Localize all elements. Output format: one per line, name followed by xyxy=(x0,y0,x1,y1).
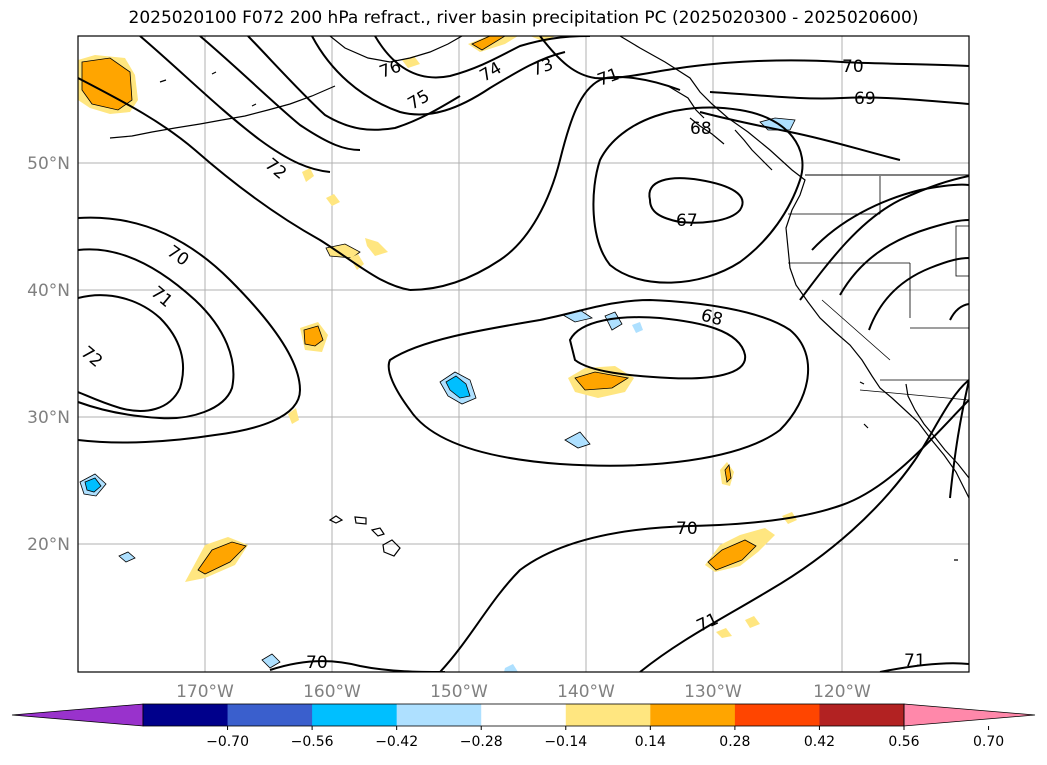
lon-label: 140°W xyxy=(557,682,615,702)
colorbar-border xyxy=(142,703,905,727)
colorbar-tick-label: −0.28 xyxy=(460,734,503,750)
colorbar-tick-label: 0.28 xyxy=(719,734,750,750)
colorbar-segment xyxy=(819,704,905,726)
lon-label: 160°W xyxy=(303,682,361,702)
colorbar-segment xyxy=(227,704,313,726)
lat-label: 50°N xyxy=(27,154,70,174)
colorbar-segment xyxy=(481,704,567,726)
colorbar-extend-low xyxy=(11,703,144,727)
contour-label: 67 xyxy=(676,211,698,231)
colorbar-tick-label: −0.42 xyxy=(375,734,418,750)
colorbar-segment xyxy=(565,704,651,726)
colorbar-tick-label: 0.14 xyxy=(635,734,666,750)
lon-label: 130°W xyxy=(684,682,742,702)
contour-label: 70 xyxy=(842,57,864,77)
colorbar-segment xyxy=(734,704,820,726)
plot-area xyxy=(78,36,969,672)
contour-label: 71 xyxy=(904,651,926,671)
gridlines xyxy=(78,36,969,672)
colorbar-extend-high xyxy=(903,703,1036,727)
lat-label: 40°N xyxy=(27,281,70,301)
refractivity-contours xyxy=(78,36,969,672)
map-title: 2025020100 F072 200 hPa refract., river … xyxy=(128,8,919,28)
colorbar: −0.70 −0.56 −0.42 −0.28 −0.14 0.14 0.28 0.42 0.5… xyxy=(11,703,1036,750)
colorbar-tick-label: −0.70 xyxy=(206,734,249,750)
colorbar-tick-label: −0.56 xyxy=(291,734,334,750)
lat-label: 30°N xyxy=(27,408,70,428)
coastlines xyxy=(109,36,969,561)
contour-label: 68 xyxy=(690,119,712,139)
colorbar-segment xyxy=(312,704,398,726)
contour-labels: 76 75 74 73 71 70 69 68 67 72 70 71 72 6… xyxy=(78,55,926,673)
colorbar-tick-label: −0.14 xyxy=(544,734,587,750)
colorbar-tick-label: 0.42 xyxy=(804,734,835,750)
colorbar-segment xyxy=(143,704,229,726)
colorbar-tick-label: 0.70 xyxy=(973,734,1004,750)
latitude-labels: 50°N 40°N 30°N 20°N xyxy=(27,154,70,555)
colorbar-segment xyxy=(650,704,736,726)
contour-label: 69 xyxy=(854,89,876,109)
colorbar-segment xyxy=(396,704,482,726)
lat-label: 20°N xyxy=(27,535,70,555)
colorbar-tick-label: 0.56 xyxy=(888,734,919,750)
contour-label: 70 xyxy=(676,519,698,539)
contour-label: 70 xyxy=(306,653,328,673)
longitude-labels: 170°W 160°W 150°W 140°W 130°W 120°W xyxy=(176,682,871,702)
lon-label: 170°W xyxy=(176,682,234,702)
lon-label: 150°W xyxy=(430,682,488,702)
plot-frame xyxy=(77,35,970,673)
lon-label: 120°W xyxy=(813,682,871,702)
precip-patches xyxy=(78,36,797,672)
